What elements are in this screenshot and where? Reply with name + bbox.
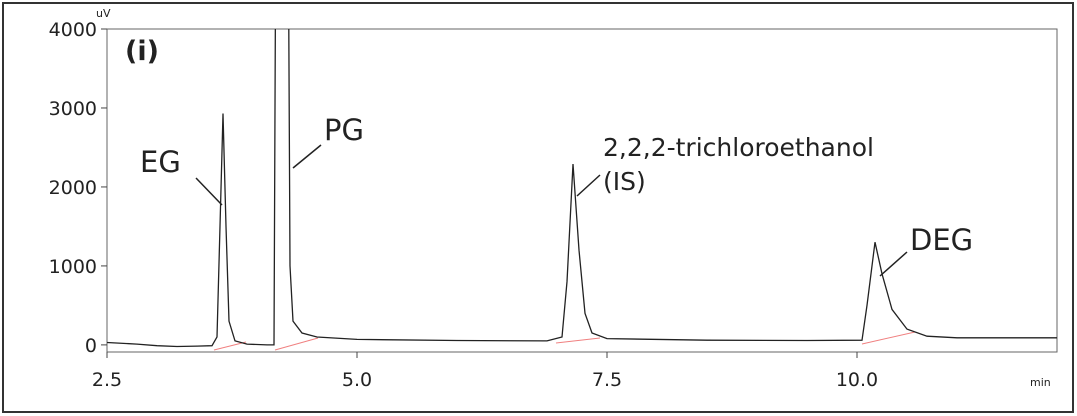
trace [107,29,1057,348]
y-tick-label: 1000 [49,256,97,278]
plot-frame [106,28,1058,353]
y-tick-label: 0 [85,335,97,357]
leader-line [576,174,601,197]
annotation: PG [324,113,364,147]
x-unit: min [1030,376,1051,389]
x-tick-label: 7.5 [592,369,622,391]
annotation: 2,2,2-trichloroethanol [603,133,874,162]
y-tick-label: 4000 [49,19,97,41]
x-tick-label: 10.0 [836,369,878,391]
panel-label: (i) [125,36,159,67]
integration-baselines [213,331,916,351]
x-tick-label: 5.0 [342,369,372,391]
y-tick-label: 2000 [49,177,97,199]
annotation: EG [140,145,181,179]
leader-line [292,144,322,169]
annotation: DEG [910,223,973,257]
x-tick-label: 2.5 [92,369,122,391]
leader-line [195,177,223,206]
leader-line [879,251,908,277]
annotation: (IS) [603,167,646,196]
y-tick-label: 3000 [49,98,97,120]
y-unit: uV [96,7,111,20]
